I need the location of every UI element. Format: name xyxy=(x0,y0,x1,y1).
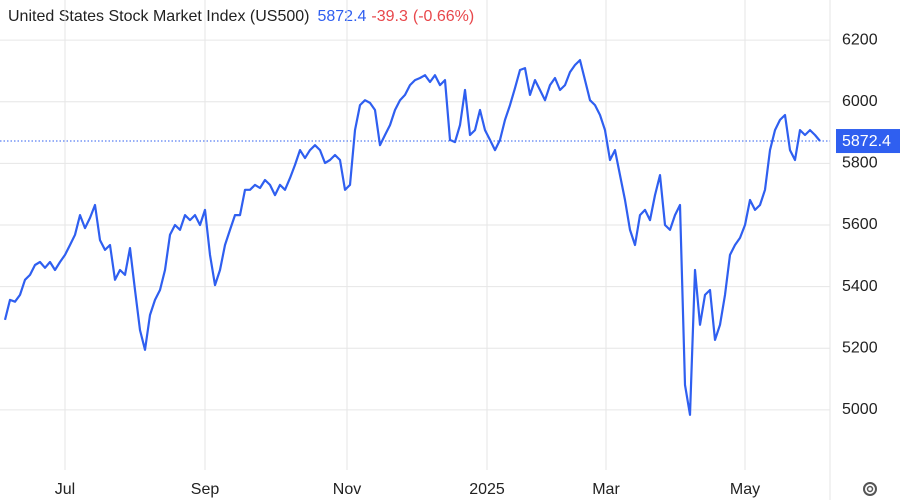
x-tick-label: Jul xyxy=(55,481,75,498)
x-tick-label: Nov xyxy=(333,481,361,498)
price-line xyxy=(3,59,821,416)
x-tick-label: May xyxy=(730,481,760,498)
y-tick-label: 5000 xyxy=(842,401,878,418)
x-tick-label: 2025 xyxy=(469,481,505,498)
y-tick-label: 5400 xyxy=(842,278,878,295)
gear-hub[interactable] xyxy=(866,485,874,493)
gear[interactable] xyxy=(863,482,877,496)
x-tick-label: Sep xyxy=(191,481,220,498)
y-tick-label: 6200 xyxy=(842,31,878,48)
settings-icon[interactable] xyxy=(863,482,877,496)
x-tick-label: Mar xyxy=(592,481,620,498)
last-price: 5872.4 xyxy=(317,8,366,25)
last-price-label: 5872.4 xyxy=(842,133,891,150)
price-change-percent: (-0.66%) xyxy=(413,8,474,25)
y-tick-label: 5800 xyxy=(842,155,878,172)
price-change: -39.3 xyxy=(371,8,408,25)
last-price-box xyxy=(836,129,900,154)
chart-title: United States Stock Market Index (US500) xyxy=(8,8,309,25)
grid xyxy=(0,0,831,500)
y-tick-label: 5600 xyxy=(842,216,878,233)
y-tick-label: 6000 xyxy=(842,93,878,110)
y-tick-label: 5200 xyxy=(842,339,878,356)
